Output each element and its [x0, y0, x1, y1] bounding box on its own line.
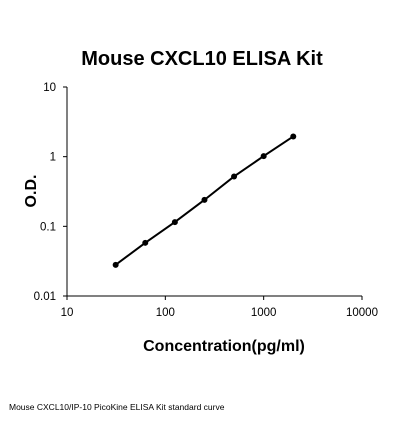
x-tick-label: 1000: [251, 307, 277, 319]
x-tick-label: 10: [61, 307, 74, 319]
y-tick-label: 10: [43, 82, 56, 94]
y-axis-label: O.D.: [23, 175, 40, 208]
data-point: [171, 219, 178, 226]
x-tick-label: 10000: [346, 307, 378, 319]
y-tick-label: 1: [50, 152, 56, 164]
data-point: [260, 153, 267, 160]
chart-title: Mouse CXCL10 ELISA Kit: [81, 48, 323, 70]
x-tick-label: 100: [156, 307, 175, 319]
data-point: [290, 133, 297, 140]
y-tick-label: 0.01: [34, 291, 56, 303]
data-point: [112, 261, 119, 268]
figure-caption: Mouse CXCL10/IP-10 PicoKine ELISA Kit st…: [9, 402, 225, 412]
data-point: [142, 239, 149, 246]
y-ticks: 0.01 0.1 1 10: [34, 82, 67, 303]
y-tick-label: 0.1: [40, 221, 56, 233]
x-axis-label: Concentration(pg/ml): [143, 338, 305, 355]
data-point: [201, 196, 208, 203]
data-point: [231, 173, 238, 180]
x-ticks: 10 100 1000 10000: [61, 296, 378, 319]
series-layer: [112, 133, 297, 268]
